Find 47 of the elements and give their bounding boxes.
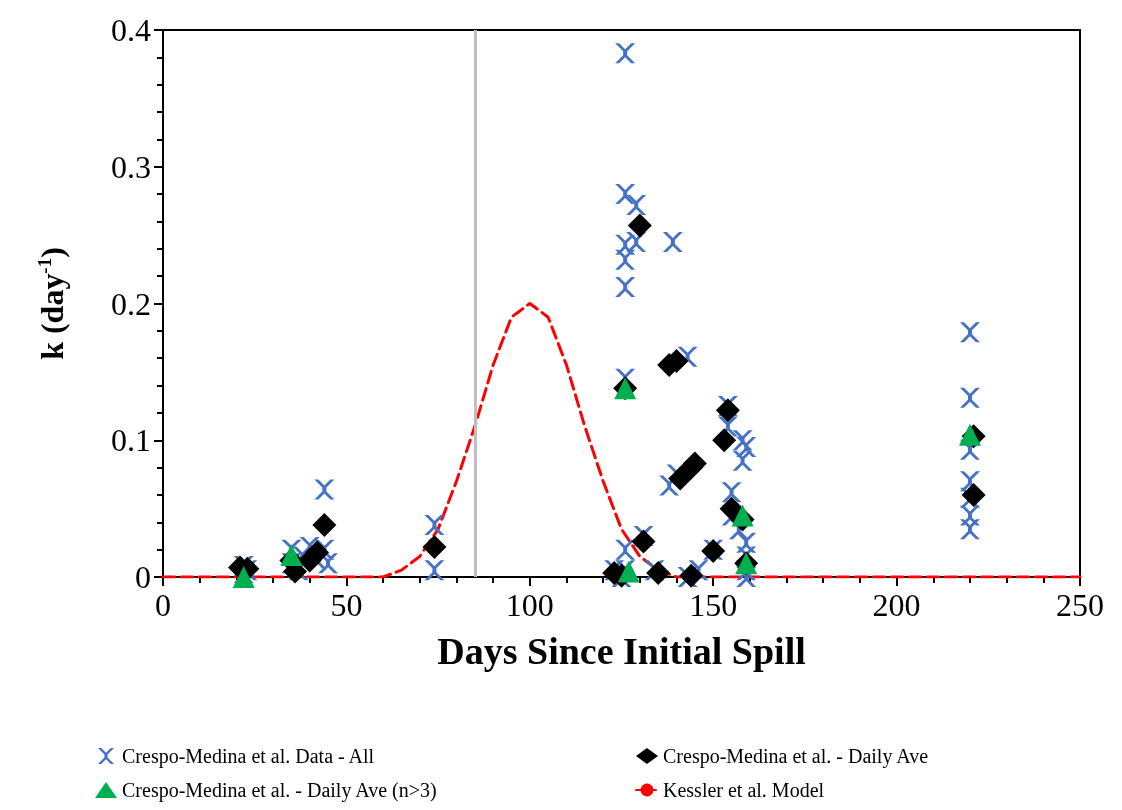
point [646, 560, 671, 585]
point [721, 482, 742, 503]
y-tick-label: 0.3 [111, 148, 151, 185]
point [424, 515, 445, 536]
point [615, 539, 636, 560]
point [736, 437, 757, 458]
point [615, 249, 636, 270]
point [958, 423, 981, 446]
legend-label: Crespo-Medina et al. - Daily Ave (n>3) [122, 779, 437, 802]
point [615, 43, 636, 64]
point [280, 544, 303, 567]
point [712, 428, 737, 453]
x-tick-label: 250 [1056, 587, 1104, 623]
x-tick-label: 100 [505, 587, 554, 623]
point [715, 398, 740, 423]
point [627, 213, 652, 238]
point [615, 277, 636, 298]
x-tick-label: 150 [689, 587, 738, 623]
legend-label: Kessler et al. Model [663, 779, 825, 801]
point [305, 540, 330, 565]
y-tick-label: 0.2 [111, 285, 151, 322]
point [959, 387, 980, 408]
point [422, 534, 447, 559]
point [631, 529, 656, 554]
point [719, 496, 744, 521]
x-tick-label: 200 [872, 587, 921, 623]
y-tick-label: 0 [135, 559, 151, 595]
point [424, 560, 445, 581]
point [615, 184, 636, 205]
point [961, 482, 986, 507]
y-tick-label: 0.1 [111, 422, 151, 459]
y-tick-label: 0.4 [111, 12, 151, 48]
point [232, 566, 255, 588]
point [668, 466, 693, 491]
point [662, 231, 683, 252]
x-axis-title: Days Since Initial Spill [437, 630, 806, 672]
point [959, 519, 980, 540]
point [312, 513, 337, 538]
point [731, 504, 754, 527]
x-tick-label: 50 [330, 587, 363, 623]
point [959, 322, 980, 343]
point [314, 479, 335, 500]
legend-label: Crespo-Medina et al. - Daily Ave [663, 745, 929, 768]
y-axis-title: k (day-1) [33, 247, 70, 360]
point [679, 563, 704, 588]
point [626, 195, 647, 216]
legend-label: Crespo-Medina et al. Data - All [122, 745, 375, 768]
